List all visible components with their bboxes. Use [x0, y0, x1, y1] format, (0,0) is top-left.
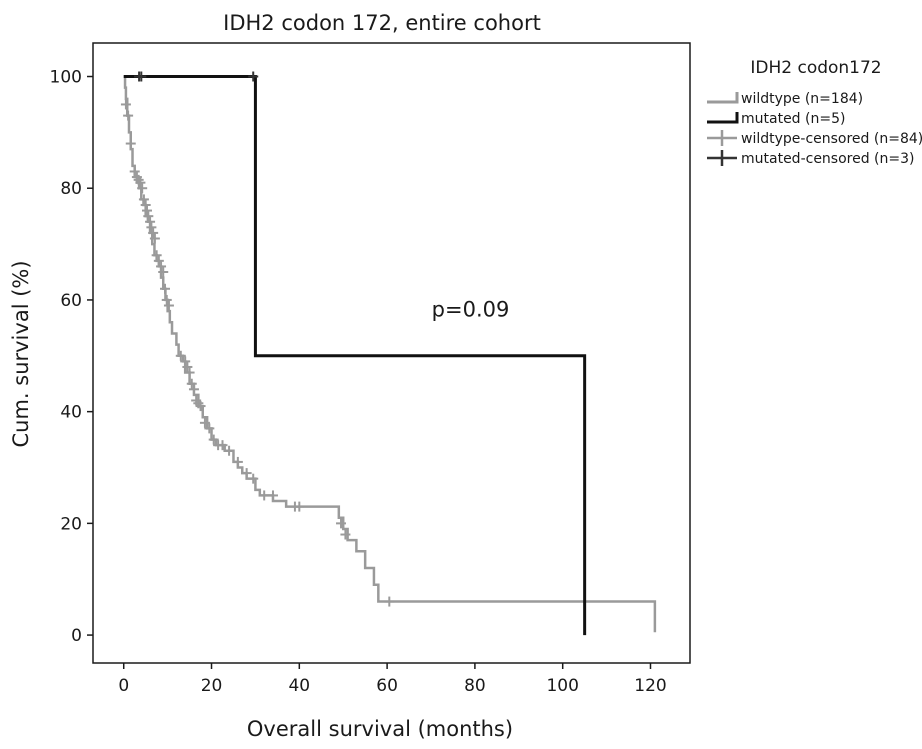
legend-entry: mutated-censored (n=3)	[707, 150, 915, 167]
legend-entry: mutated (n=5)	[707, 111, 845, 127]
legend-label: wildtype-censored (n=84)	[741, 131, 922, 147]
wildtype-censor-mark	[148, 227, 159, 238]
wildtype-censor-mark	[259, 490, 270, 501]
wildtype-censor-mark	[199, 417, 210, 428]
wildtype-censor-mark	[175, 350, 186, 361]
wildtype-censor-mark	[143, 211, 154, 222]
wildtype-censor-mark	[141, 205, 152, 216]
wildtype-censor-mark	[195, 401, 206, 412]
wildtype-censor-mark	[232, 456, 243, 467]
wildtype-censor-mark	[180, 356, 191, 367]
x-axis: 0 20 40 60 80 100 120	[118, 663, 667, 696]
wildtype-censor-mark	[217, 440, 228, 451]
wildtype-censor-mark	[163, 300, 174, 311]
legend: IDH2 codon172 wildtype (n=184) mutated (n…	[707, 58, 922, 167]
wildtype-censor-mark	[204, 423, 215, 434]
legend-entry: wildtype (n=184)	[707, 91, 863, 107]
wildtype-censor-mark	[135, 177, 146, 188]
y-tick-label: 0	[71, 626, 82, 646]
wildtype-censor-mark	[156, 261, 167, 272]
legend-label: wildtype (n=184)	[741, 91, 863, 107]
wildtype-censor-mark	[149, 233, 160, 244]
y-tick-label: 40	[60, 403, 82, 423]
legend-label: mutated (n=5)	[741, 111, 845, 127]
x-tick-label: 20	[201, 676, 223, 696]
mutated-survival-curve	[123, 75, 587, 636]
wildtype-censor-mark	[267, 490, 278, 501]
wildtype-censor-mark	[138, 194, 149, 205]
wildtype-censor-mark	[146, 222, 157, 233]
y-axis: 0 20 40 60 80 100	[50, 68, 93, 646]
wildtype-censor-mark	[140, 199, 151, 210]
x-tick-label: 80	[464, 676, 486, 696]
wildtype-censor-mark	[153, 255, 164, 266]
p-value-annotation: p=0.09	[432, 298, 510, 322]
x-axis-title: Overall survival (months)	[247, 717, 513, 741]
y-tick-label: 60	[60, 291, 82, 311]
mutated-censor-mark	[248, 71, 259, 82]
legend-step-symbol	[707, 92, 739, 104]
wildtype-censor-mark	[145, 216, 156, 227]
wildtype-censor-mark	[159, 283, 170, 294]
wildtype-censor-mark	[208, 434, 219, 445]
y-tick-label: 100	[50, 68, 82, 88]
x-tick-label: 0	[118, 676, 129, 696]
legend-entry: wildtype-censored (n=84)	[707, 130, 922, 147]
x-tick-label: 40	[288, 676, 310, 696]
wildtype-censor-mark	[182, 361, 193, 372]
wildtype-censor-mark	[161, 294, 172, 305]
wildtype-censor-mark	[248, 473, 259, 484]
wildtype-censor-mark	[336, 518, 347, 529]
wildtype-censor-mark	[340, 529, 351, 540]
y-tick-label: 20	[60, 514, 82, 534]
wildtype-censor-mark	[186, 378, 197, 389]
x-tick-label: 60	[376, 676, 398, 696]
y-axis-title: Cum. survival (%)	[9, 260, 33, 447]
chart-title: IDH2 codon 172, entire cohort	[223, 11, 541, 35]
wildtype-censor-mark	[158, 267, 169, 278]
mutated-censor-mark	[136, 71, 147, 82]
wildtype-censor-mark	[151, 250, 162, 261]
plot-area-frame	[92, 42, 691, 664]
legend-step-symbol	[707, 112, 739, 124]
legend-label: mutated-censored (n=3)	[741, 151, 915, 167]
wildtype-censor-mark	[294, 501, 305, 512]
x-tick-label: 100	[546, 676, 578, 696]
wildtype-censor-mark	[384, 596, 395, 607]
x-tick-label: 120	[634, 676, 666, 696]
legend-title: IDH2 codon172	[750, 58, 881, 78]
series-layer	[120, 71, 657, 636]
wildtype-censor-mark	[188, 384, 199, 395]
wildtype-censor-mark	[224, 445, 235, 456]
wildtype-censor-mark	[125, 138, 136, 149]
wildtype-censor-mark	[241, 468, 252, 479]
wildtype-censor-mark	[120, 99, 131, 110]
y-tick-label: 80	[60, 179, 82, 199]
wildtype-censor-mark	[123, 110, 134, 121]
wildtype-censor-mark	[129, 166, 140, 177]
wildtype-censor-mark	[137, 183, 148, 194]
wildtype-censor-mark	[184, 367, 195, 378]
